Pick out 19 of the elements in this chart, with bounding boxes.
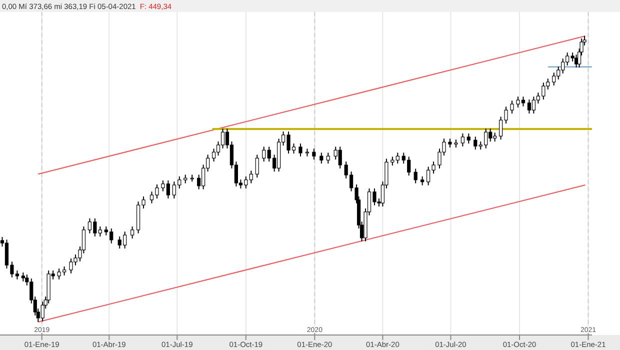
candlestick: [414, 168, 418, 184]
candlestick: [320, 152, 324, 164]
candlestick: [212, 148, 216, 162]
candlestick: [460, 133, 464, 147]
candlestick: [338, 146, 342, 169]
candlestick: [262, 146, 266, 162]
candlestick: [255, 154, 259, 178]
candlestick: [298, 143, 302, 157]
candlestick: [220, 128, 225, 149]
candlestick: [249, 170, 253, 184]
candlestick: [527, 98, 532, 114]
candlestick: [312, 148, 316, 160]
candlestick: [474, 136, 478, 150]
candlestick: [466, 133, 470, 144]
candlestick: [552, 72, 556, 86]
candlestick: [396, 152, 400, 164]
candlestick: [326, 152, 330, 164]
candlestick: [130, 226, 134, 239]
candlestick: [510, 100, 514, 114]
